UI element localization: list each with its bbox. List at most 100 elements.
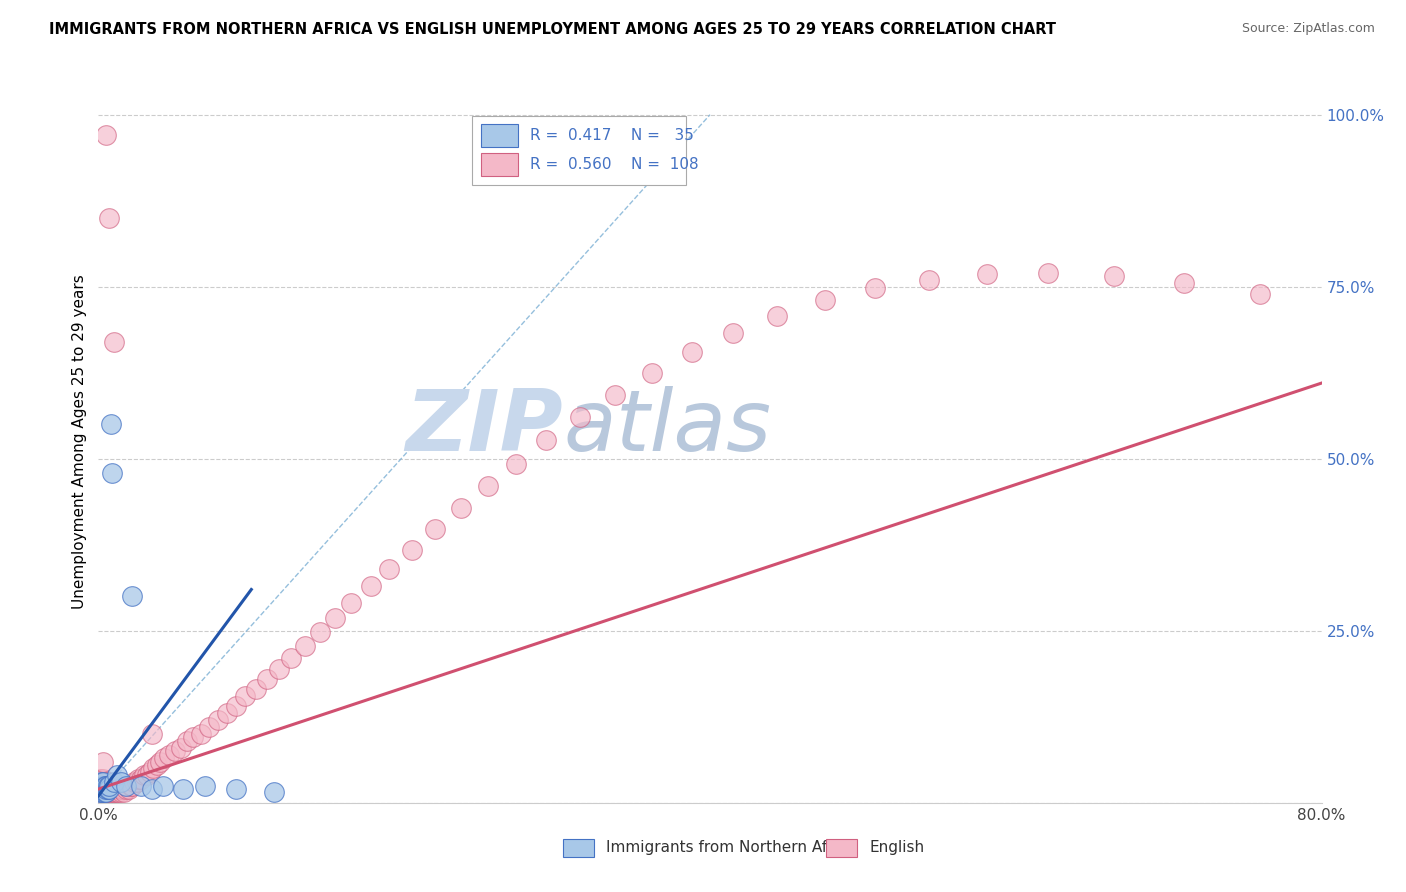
Point (681, 345, 703, 359)
Point (814, 293, 837, 308)
Point (110, 775, 132, 789)
Point (93, 779, 115, 793)
Point (115, 782, 138, 797)
Point (104, 785, 127, 799)
Point (91, 782, 114, 797)
Point (360, 579, 382, 593)
Point (89, 785, 111, 799)
Point (605, 388, 627, 402)
Point (101, 785, 124, 799)
Point (256, 672, 278, 686)
Point (401, 542, 423, 557)
Point (103, 334, 125, 349)
FancyBboxPatch shape (827, 838, 856, 857)
Point (93, 785, 115, 799)
Point (108, 782, 131, 797)
Point (423, 522, 446, 536)
Point (136, 768, 159, 782)
Point (90, 779, 112, 793)
Point (1102, 269, 1125, 284)
Point (117, 779, 139, 793)
Point (378, 562, 401, 576)
Point (97, 779, 120, 793)
Point (103, 779, 125, 793)
Point (90, 785, 112, 799)
FancyBboxPatch shape (481, 153, 517, 177)
Point (98, 782, 121, 797)
Point (215, 706, 238, 721)
Point (280, 651, 302, 665)
Point (536, 433, 558, 447)
Point (170, 740, 193, 755)
Point (294, 639, 316, 653)
Point (149, 755, 172, 769)
Point (121, 590, 143, 604)
Point (91, 782, 114, 797)
Point (103, 782, 125, 797)
Point (129, 779, 152, 793)
Point (107, 785, 129, 799)
Point (766, 309, 789, 323)
Point (1036, 266, 1059, 280)
Point (103, 775, 125, 789)
Point (94, 779, 117, 793)
Point (112, 785, 135, 799)
Point (105, 785, 128, 799)
Point (339, 596, 361, 610)
Point (863, 281, 886, 295)
Point (172, 782, 194, 797)
Point (90, 775, 112, 789)
Point (505, 457, 527, 471)
Point (98, 779, 121, 793)
Point (103, 785, 125, 799)
FancyBboxPatch shape (481, 124, 517, 147)
Point (89, 779, 111, 793)
Point (91, 775, 114, 789)
Point (89, 779, 111, 793)
Point (721, 326, 744, 340)
Point (90, 782, 112, 797)
Point (97, 785, 120, 799)
Point (94, 782, 117, 797)
Point (190, 727, 212, 741)
Point (90, 775, 112, 789)
Text: R =  0.417    N =   35: R = 0.417 N = 35 (530, 128, 695, 144)
Point (89, 782, 111, 797)
Point (153, 751, 176, 765)
Point (91, 779, 114, 793)
Point (976, 268, 998, 282)
Text: atlas: atlas (564, 385, 772, 468)
Text: Source: ZipAtlas.com: Source: ZipAtlas.com (1241, 22, 1375, 36)
Point (163, 744, 186, 758)
Point (100, 785, 122, 799)
Point (139, 764, 162, 779)
Point (918, 273, 941, 287)
Point (141, 782, 163, 797)
FancyBboxPatch shape (564, 838, 593, 857)
Point (477, 479, 499, 493)
Point (98, 782, 121, 797)
Point (233, 689, 256, 703)
Point (641, 366, 664, 380)
Point (89, 775, 111, 789)
Point (93, 775, 115, 789)
Point (97, 779, 120, 793)
Point (118, 782, 141, 797)
Text: English: English (869, 840, 924, 855)
Text: Immigrants from Northern Africa: Immigrants from Northern Africa (606, 840, 856, 855)
Point (263, 785, 285, 799)
Point (1173, 277, 1195, 291)
Point (152, 779, 174, 793)
Point (91, 785, 114, 799)
Point (101, 782, 124, 797)
Point (90, 785, 112, 799)
Point (91, 785, 114, 799)
Point (309, 625, 332, 640)
Point (91, 772, 114, 786)
Point (105, 782, 128, 797)
Point (90, 779, 112, 793)
Point (97, 775, 120, 789)
Point (176, 734, 198, 748)
Point (194, 779, 217, 793)
Point (129, 772, 152, 786)
